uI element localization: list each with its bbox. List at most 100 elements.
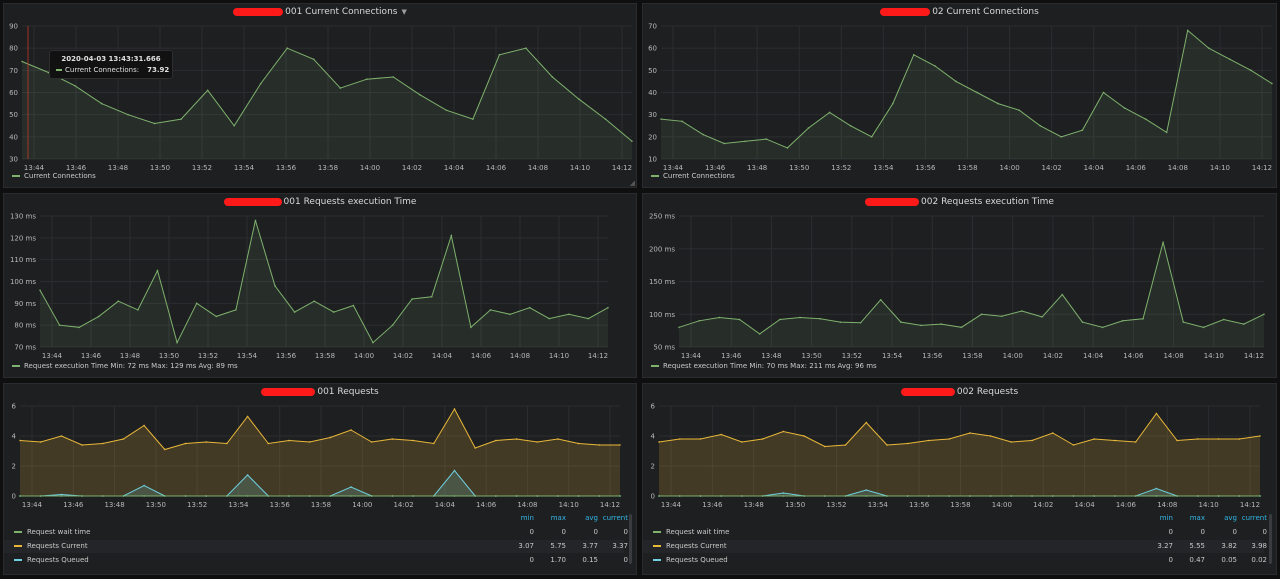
chart-p2: 10 20 30 40 50 60 70 13:44 13:46 13:48 13:50 13:52 1… [648, 23, 1273, 172]
data-point [494, 439, 497, 442]
data-point [718, 316, 721, 319]
legend-table-row[interactable]: Requests Current 3.07 5.75 3.77 3.37 [4, 540, 628, 553]
x-tick-label: 13:56 [270, 501, 291, 509]
legend-label: Current Connections [663, 172, 735, 180]
data-point [819, 317, 822, 320]
data-point [619, 444, 621, 446]
legend-table-header-min[interactable]: min [1159, 514, 1173, 522]
x-tick-label: 13:48 [104, 501, 124, 509]
legend-value: 5.55 [1189, 542, 1205, 550]
data-point [828, 111, 831, 114]
series-line [39, 220, 609, 344]
data-point [469, 326, 472, 329]
legend-table-row[interactable]: Requests Queued 0 1.70 0.15 0 [4, 554, 628, 567]
x-tick-label: 14:04 [1074, 501, 1095, 509]
legend-table-row[interactable]: Requests Current 3.27 5.55 3.82 3.98 [643, 540, 1267, 553]
panel-p5[interactable]: 001 Requests 0 2 4 6 13:44 13:46 13:48 13:50 13:5… [3, 383, 637, 575]
data-point [225, 442, 228, 445]
panel-title[interactable]: 001 Requests [4, 387, 636, 397]
legend-table-header-max[interactable]: max [1189, 514, 1205, 522]
x-tick-label: 14:10 [1210, 164, 1230, 172]
panel-p2[interactable]: 02 Current Connections 10 20 30 40 50 60 70 13:4… [642, 3, 1277, 188]
panel-p4[interactable]: 002 Requests execution Time 50 ms 100 ms 15… [642, 193, 1277, 378]
legend-label: Requests Current [666, 542, 727, 550]
panel-p3[interactable]: 001 Requests execution Time 70 ms 80 ms 90 … [3, 193, 637, 378]
y-tick-label: 4 [12, 433, 17, 441]
data-point [1186, 29, 1189, 32]
x-tick-label: 13:50 [146, 501, 166, 509]
data-point [1021, 310, 1023, 312]
data-point [1061, 293, 1064, 296]
x-tick-label: 13:56 [276, 352, 297, 360]
legend-item[interactable]: Request execution Time Min: 72 ms Max: 1… [12, 362, 238, 370]
data-point [587, 317, 590, 320]
data-point [1101, 326, 1104, 329]
legend-item[interactable]: Request execution Time Min: 70 ms Max: 2… [651, 362, 877, 370]
x-tick-label: 13:48 [747, 164, 767, 172]
data-point [180, 118, 183, 120]
x-tick-label: 13:46 [63, 501, 84, 509]
resize-handle-icon[interactable]: ◢ [629, 179, 635, 187]
legend-series: Requests Queued [653, 556, 728, 564]
legend-series: Request wait time [14, 528, 90, 536]
y-tick-label: 4 [651, 433, 656, 441]
data-point [60, 493, 63, 496]
legend-scrollbar[interactable] [629, 514, 632, 564]
data-point [631, 140, 633, 143]
data-point [127, 113, 129, 116]
legend-value: 0 [1232, 528, 1237, 536]
data-point [1182, 321, 1185, 324]
legend-table-header-min[interactable]: min [520, 514, 534, 522]
chevron-down-icon[interactable]: ▼ [401, 8, 407, 16]
tooltip-swatch [56, 69, 62, 71]
data-point [844, 444, 847, 446]
y-tick-label: 130 ms [10, 213, 36, 221]
data-point [1238, 495, 1241, 497]
data-point [528, 306, 531, 309]
panel-title[interactable]: 001 Requests execution Time [4, 197, 636, 207]
x-tick-label: 13:56 [915, 164, 936, 172]
panel-p1[interactable]: 001 Current Connections ▼ 30 40 50 60 70 80 90 13… [3, 3, 637, 188]
data-point [761, 438, 764, 440]
y-tick-label: 100 ms [649, 311, 675, 319]
legend-table-header-max[interactable]: max [550, 514, 566, 522]
data-point [143, 484, 146, 487]
x-tick-label: 14:04 [1084, 164, 1105, 172]
legend-table-header-current[interactable]: current [1241, 514, 1267, 522]
x-tick-label: 14:12 [600, 501, 620, 509]
data-point [1093, 495, 1096, 497]
legend-table-header-avg[interactable]: avg [585, 514, 598, 522]
data-point [101, 495, 104, 497]
legend-label: Request execution Time Min: 70 ms Max: 2… [663, 362, 877, 370]
panel-title-text: 002 Requests [956, 387, 1019, 397]
data-point [259, 82, 262, 85]
chart-p5: 0 2 4 6 13:44 13:46 13:48 13:50 13:52 13:54 13:56 1… [12, 403, 621, 509]
y-tick-label: 6 [651, 403, 656, 411]
x-tick-label: 13:52 [192, 164, 212, 172]
data-point [1155, 412, 1158, 415]
panel-title[interactable]: 002 Requests execution Time [643, 197, 1276, 207]
legend-item[interactable]: Current Connections [12, 172, 96, 180]
data-point [1176, 495, 1179, 497]
panel-p6[interactable]: 002 Requests 0 2 4 6 13:44 13:46 13:48 13:50 13:5… [642, 383, 1277, 575]
legend-scrollbar[interactable] [1269, 514, 1272, 564]
panel-title[interactable]: 002 Requests [643, 387, 1276, 397]
legend-table-header-current[interactable]: current [602, 514, 628, 522]
data-point [738, 318, 741, 321]
data-point [432, 495, 435, 497]
legend-table-row[interactable]: Requests Queued 0 0.47 0.05 0.02 [643, 554, 1267, 567]
panel-title[interactable]: 001 Current Connections ▼ [4, 7, 636, 17]
y-tick-label: 30 [9, 156, 18, 164]
data-point [678, 495, 681, 497]
data-point [1018, 109, 1021, 112]
panel-title[interactable]: 02 Current Connections [643, 7, 1276, 17]
y-tick-label: 70 [9, 67, 18, 75]
legend-table-header-avg[interactable]: avg [1224, 514, 1237, 522]
data-point [1165, 131, 1168, 134]
y-tick-label: 40 [648, 89, 657, 97]
data-point [699, 438, 702, 440]
data-point [494, 495, 497, 497]
legend-table-row[interactable]: Request wait time 0 0 0 0 [643, 526, 1267, 539]
legend-item[interactable]: Current Connections [651, 172, 735, 180]
legend-table-row[interactable]: Request wait time 0 0 0 0 [4, 526, 628, 539]
